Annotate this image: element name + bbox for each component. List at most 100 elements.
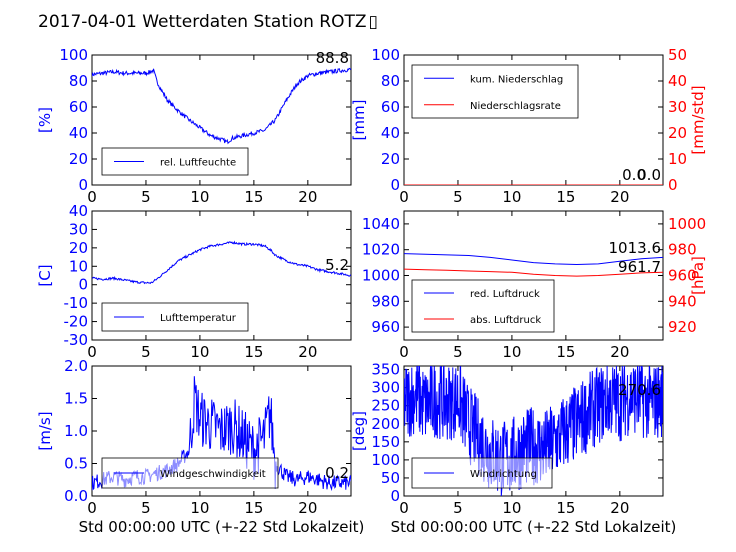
y-tick-label: 0 [390, 176, 400, 194]
x-tick-label: 15 [556, 343, 575, 361]
legend: red. Luftdruck abs. Luftdruck [411, 279, 555, 333]
y-tick-label: 80 [69, 72, 88, 90]
x-tick-label: 10 [502, 188, 521, 206]
x-tick-label: 20 [610, 499, 629, 517]
x-tick-label: 15 [556, 499, 575, 517]
x-tick-label: 5 [453, 343, 463, 361]
x-tick-label: 5 [141, 343, 151, 361]
y-tick-label: 250 [371, 397, 400, 415]
y-tick-label: 0.0 [64, 487, 88, 505]
last-value-label: 0.0 [637, 166, 661, 184]
last-value-label: 5.2 [325, 256, 349, 274]
y-tick-label: 60 [69, 98, 88, 116]
last-value-label-2: 0.0 [622, 166, 646, 184]
y-tick-label: 1.0 [64, 422, 88, 440]
y-right-tick-label: 0 [668, 176, 678, 194]
series-line-abs-luftdruck [404, 268, 663, 277]
x-axis-label: Std 00:00:00 UTC (+-22 Std Lokalzeit) [79, 518, 365, 536]
y-tick-label: 20 [381, 150, 400, 168]
x-tick-label: 0 [87, 343, 97, 361]
x-axis-label: Std 00:00:00 UTC (+-22 Std Lokalzeit) [391, 518, 677, 536]
y-tick-label: -30 [64, 331, 89, 349]
series-line-windrichtung [404, 366, 663, 496]
x-tick-label: 10 [502, 343, 521, 361]
y-right-axis-label: [hPa] [689, 256, 707, 295]
y-tick-label: 40 [381, 124, 400, 142]
x-tick-label: 10 [190, 499, 209, 517]
y-axis-label: [%] [36, 107, 54, 133]
x-tick-label: 15 [556, 188, 575, 206]
y-tick-label: 80 [381, 72, 400, 90]
legend-label: red. Luftdruck [470, 289, 540, 300]
legend-label: abs. Luftdruck [470, 315, 541, 326]
y-tick-label: 30 [69, 220, 88, 238]
y-right-tick-label: 40 [668, 72, 687, 90]
y-tick-label: 350 [371, 361, 400, 379]
y-tick-label: 50 [381, 469, 400, 487]
y-tick-label: 0 [78, 176, 88, 194]
x-tick-label: 15 [244, 499, 263, 517]
legend: kum. Niederschlag Niederschlagsrate [411, 64, 579, 119]
y-axis-label: [deg] [350, 411, 368, 451]
y-right-tick-label: 50 [668, 46, 687, 64]
y-tick-label: 1.5 [64, 390, 88, 408]
y-tick-label: 0 [390, 487, 400, 505]
x-tick-label: 15 [244, 188, 263, 206]
x-tick-label: 5 [141, 188, 151, 206]
last-value-label: 88.8 [316, 49, 349, 67]
y-tick-label: 100 [371, 451, 400, 469]
y-tick-label: 100 [371, 46, 400, 64]
y-tick-label: 20 [69, 150, 88, 168]
x-tick-label: 20 [610, 188, 629, 206]
series-line-lufttemperatur [92, 240, 351, 285]
y-tick-label: 1000 [362, 267, 400, 285]
legend-label: Windrichtung [470, 469, 537, 480]
last-value-label-2: 961.7 [618, 258, 661, 276]
x-tick-label: 20 [298, 343, 317, 361]
legend-box [101, 147, 249, 176]
y-tick-label: 40 [69, 124, 88, 142]
y-axis-label: [mm] [350, 100, 368, 141]
last-value-label: 1013.6 [609, 239, 662, 257]
y-axis-label: [m/s] [36, 411, 54, 450]
y-tick-label: 2.0 [64, 357, 88, 375]
series-line-red-luftdruck [404, 253, 663, 266]
y-tick-label: 60 [381, 98, 400, 116]
x-tick-label: 5 [141, 499, 151, 517]
x-tick-label: 10 [502, 499, 521, 517]
x-tick-label: 5 [453, 188, 463, 206]
legend: Windrichtung [411, 457, 553, 489]
y-right-tick-label: 980 [668, 241, 697, 259]
y-right-tick-label: 10 [668, 150, 687, 168]
last-value-label: 0.2 [325, 464, 349, 482]
y-right-tick-label: 920 [668, 318, 697, 336]
x-tick-label: 10 [190, 188, 209, 206]
y-tick-label: 10 [69, 257, 88, 275]
y-right-tick-label: 960 [668, 267, 697, 285]
y-tick-label: 20 [69, 239, 88, 257]
legend-label: kum. Niederschlag [470, 74, 563, 85]
panel-pressure: 0 5 10 15 20 960 980 1000 1020 1040 920 940 960 980 10… [362, 210, 707, 361]
legend: Windgeschwindigkeit [101, 457, 279, 489]
y-tick-label: 1020 [362, 241, 400, 259]
legend-label: Lufttemperatur [160, 313, 237, 324]
legend-label: Niederschlagsrate [470, 101, 561, 112]
legend-box [411, 64, 579, 119]
legend: rel. Luftfeuchte [101, 147, 249, 176]
y-tick-label: 40 [69, 202, 88, 220]
y-tick-label: 200 [371, 415, 400, 433]
y-tick-label: 0 [78, 276, 88, 294]
figure-title: 2017-04-01 Wetterdaten Station ROTZ ▯ [38, 12, 378, 32]
y-right-tick-label: 940 [668, 292, 697, 310]
y-tick-label: 300 [371, 379, 400, 397]
legend-box [411, 279, 555, 333]
x-tick-label: 0 [399, 499, 409, 517]
x-tick-label: 0 [399, 188, 409, 206]
panel-humidity: 0 5 10 15 20 0 20 40 60 80 100 [%] 88.8 rel. Luftfeuc… [36, 46, 352, 206]
y-tick-label: 960 [371, 318, 400, 336]
y-right-tick-label: 30 [668, 98, 687, 116]
y-tick-label: -10 [64, 294, 89, 312]
